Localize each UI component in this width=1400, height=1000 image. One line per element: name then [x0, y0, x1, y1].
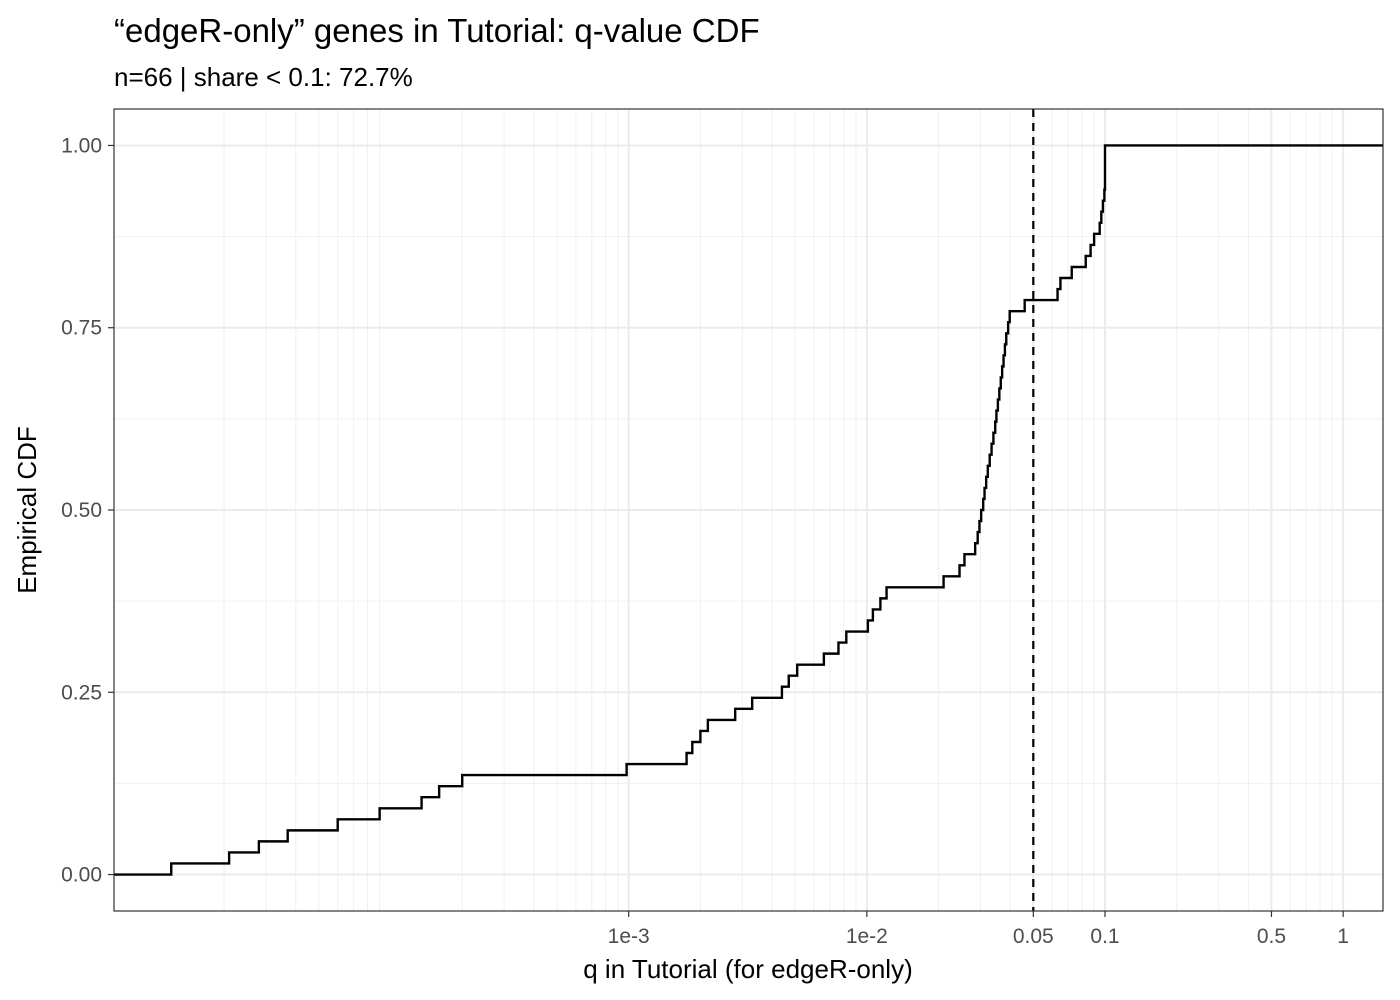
major-gridlines: [114, 109, 1383, 911]
ecdf-step-line: [114, 144, 1383, 876]
x-tick-label: 0.05: [1013, 925, 1054, 948]
x-tick-label: 0.5: [1257, 925, 1286, 948]
y-tick-label: 0.75: [61, 317, 102, 340]
y-axis-title: Empirical CDF: [12, 426, 42, 594]
y-tick-label: 0.25: [61, 681, 102, 704]
y-axis: 0.00 0.25 0.50 0.75 1.00: [61, 134, 114, 887]
x-tick-label: 0.1: [1090, 925, 1119, 948]
y-tick-label: 0.00: [61, 864, 102, 887]
x-axis: 1e-3 1e-2 0.05 0.1 0.5 1: [608, 911, 1349, 948]
x-tick-label: 1e-2: [846, 925, 888, 948]
x-tick-label: 1e-3: [608, 925, 650, 948]
y-tick-label: 1.00: [61, 134, 102, 157]
chart-subtitle: n=66 | share < 0.1: 72.7%: [114, 62, 413, 92]
y-tick-label: 0.50: [61, 499, 102, 522]
x-tick-label: 1: [1337, 925, 1349, 948]
x-axis-title: q in Tutorial (for edgeR-only): [583, 954, 912, 984]
chart-title: “edgeR-only” genes in Tutorial: q-value …: [114, 12, 760, 49]
